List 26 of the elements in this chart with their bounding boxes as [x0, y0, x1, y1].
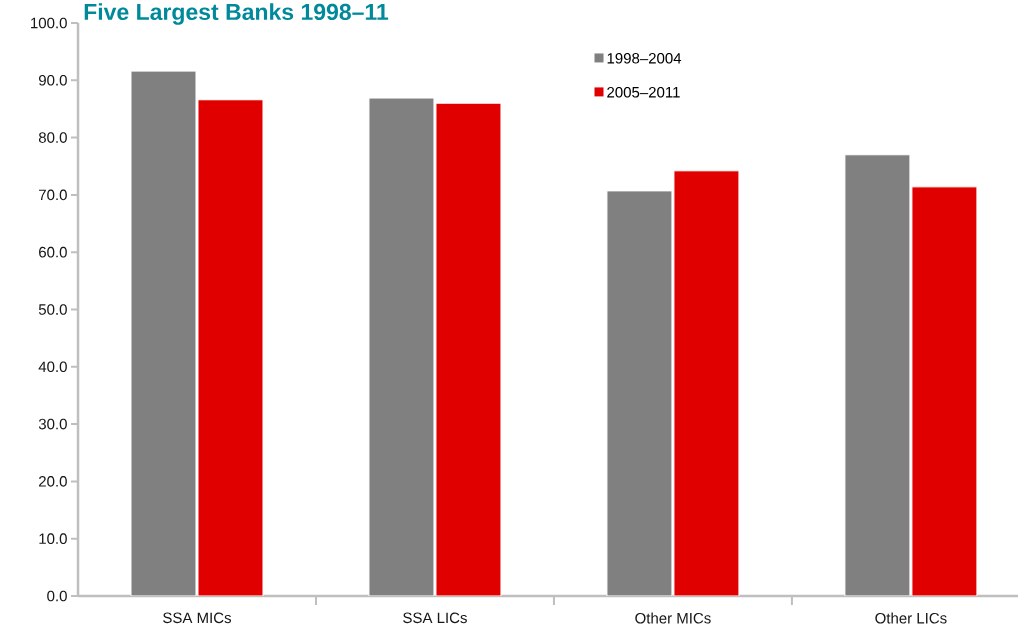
x-tick-label: SSA MICs	[163, 612, 232, 624]
y-tick-label: 80.0	[38, 132, 67, 143]
legend-label: 2005–2011	[607, 86, 680, 98]
bar	[435, 102, 502, 596]
y-tick-label: 40.0	[38, 361, 67, 373]
bar	[844, 154, 911, 596]
y-tick-label: 0.0	[47, 590, 67, 602]
x-tick-label: Other LICs	[875, 612, 947, 624]
x-tick-label: SSA LICs	[403, 612, 467, 624]
legend-label: 1998–2004	[607, 52, 682, 64]
y-tick-label: 30.0	[38, 418, 67, 430]
y-tick-label: 50.0	[38, 304, 67, 315]
bar	[197, 99, 264, 596]
bar	[368, 97, 435, 596]
y-tick-label: 90.0	[38, 74, 67, 86]
bar	[673, 170, 740, 596]
chart-title: Five Largest Banks 1998–11	[84, 3, 389, 25]
y-tick-label: 70.0	[39, 189, 67, 201]
bar	[130, 70, 197, 596]
x-tick-label: Other MICs	[635, 612, 711, 624]
y-tick-label: 100.0	[31, 17, 67, 29]
y-tick-label: 20.0	[39, 476, 67, 487]
y-tick-label: 10.0	[39, 533, 67, 544]
y-tick-label: 60.0	[39, 246, 67, 258]
bar	[606, 190, 673, 596]
bar	[911, 186, 978, 596]
